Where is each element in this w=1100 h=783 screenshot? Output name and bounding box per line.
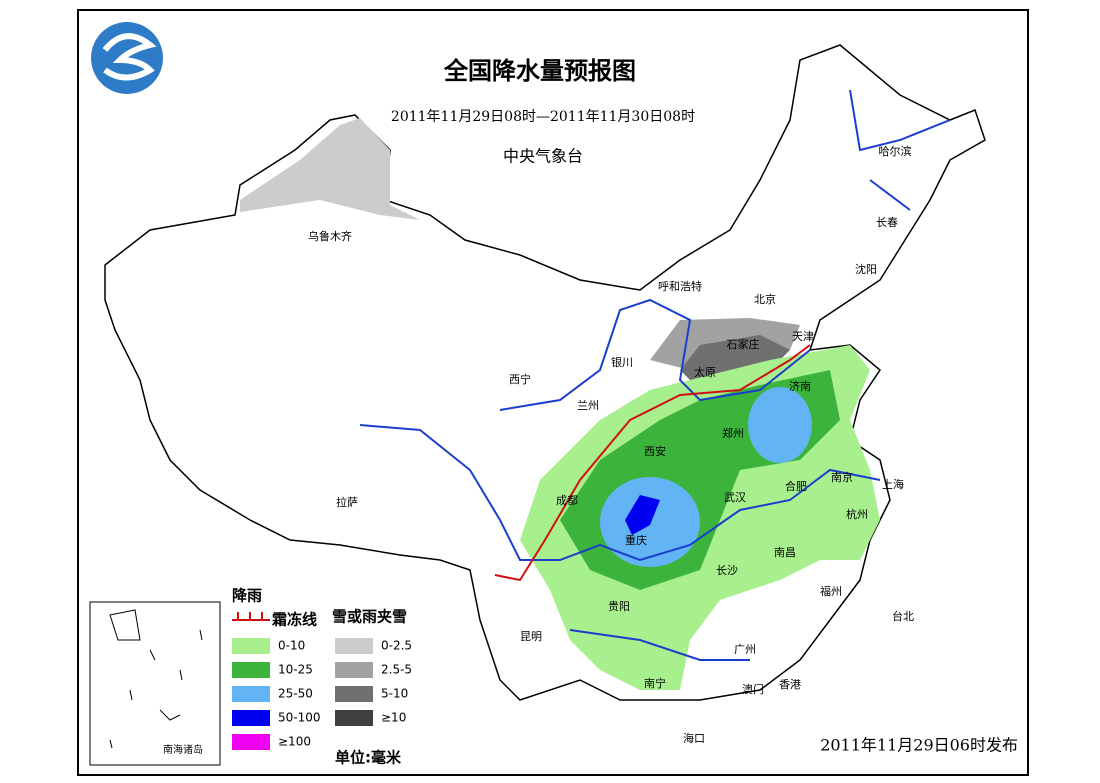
city-label: 成都 xyxy=(556,494,578,507)
legend-label: ≥100 xyxy=(278,735,311,749)
city-label: 广州 xyxy=(734,643,756,656)
city-label: 兰州 xyxy=(577,399,599,412)
legend-swatch xyxy=(335,710,373,726)
city-label: 西宁 xyxy=(509,372,531,386)
city-label: 香港 xyxy=(779,678,801,691)
city-label: 拉萨 xyxy=(336,495,358,509)
legend-rain-title: 降雨 xyxy=(232,587,262,605)
rain-area xyxy=(748,387,812,463)
legend-frost-line: 霜冻线 xyxy=(271,611,317,629)
city-label: 杭州 xyxy=(846,507,868,521)
city-label: 澳门 xyxy=(742,682,764,696)
city-label: 济南 xyxy=(789,379,811,393)
legend-label: 0-2.5 xyxy=(381,639,412,653)
city-label: 上海 xyxy=(882,477,904,491)
legend-swatch xyxy=(232,662,270,678)
issue-time: 2011年11月29日06时发布 xyxy=(820,736,1018,755)
city-label: 南昌 xyxy=(774,546,796,559)
city-label: 哈尔滨 xyxy=(879,144,912,158)
city-label: 长沙 xyxy=(716,564,738,577)
legend-label: 10-25 xyxy=(278,663,313,677)
city-label: 南宁 xyxy=(644,676,666,690)
snow-area xyxy=(240,118,420,220)
city-label: 南京 xyxy=(831,470,853,484)
issuer: 中央气象台 xyxy=(503,147,583,166)
legend-label: 25-50 xyxy=(278,687,313,701)
city-label: 合肥 xyxy=(785,479,807,493)
logo xyxy=(91,22,163,94)
city-label: 郑州 xyxy=(722,426,744,440)
rain-area xyxy=(625,495,660,535)
inset-label: 南海诸岛 xyxy=(163,743,203,756)
city-label: 重庆 xyxy=(625,533,647,547)
legend: 0-10 10-25 25-50 50-100 ≥100 0-2.5 2.5-5 5-10 ≥1… xyxy=(232,638,412,750)
city-label: 呼和浩特 xyxy=(658,279,702,293)
legend-unit: 单位:毫米 xyxy=(335,749,402,767)
city-label: 沈阳 xyxy=(855,262,877,276)
legend-label: 5-10 xyxy=(381,687,408,701)
legend-frost-symbol xyxy=(232,612,270,621)
city-label: 长春 xyxy=(876,216,898,229)
city-label: 乌鲁木齐 xyxy=(308,229,352,243)
inset-box xyxy=(89,601,221,766)
map-title: 全国降水量预报图 xyxy=(443,57,636,85)
city-label: 天津 xyxy=(792,330,814,343)
rivers xyxy=(359,89,951,661)
city-label: 贵阳 xyxy=(608,600,630,613)
city-label: 福州 xyxy=(820,584,842,598)
legend-label: ≥10 xyxy=(381,711,406,725)
frost-line xyxy=(494,344,811,582)
legend-label: 50-100 xyxy=(278,711,321,725)
legend-snow-title: 雪或雨夹雪 xyxy=(332,608,407,626)
legend-swatch xyxy=(232,686,270,702)
legend-swatch xyxy=(335,686,373,702)
inset-islands xyxy=(109,609,203,749)
period: 2011年11月29日08时—2011年11月30日08时 xyxy=(391,109,695,125)
legend-swatch xyxy=(232,734,270,750)
city-label: 北京 xyxy=(754,292,776,306)
legend-swatch xyxy=(232,710,270,726)
city-label: 太原 xyxy=(694,366,716,379)
city-label: 西安 xyxy=(644,444,666,458)
city-label: 台北 xyxy=(892,609,914,623)
city-label: 石家庄 xyxy=(727,337,760,351)
legend-swatch xyxy=(232,638,270,654)
city-label: 武汉 xyxy=(724,491,746,504)
city-label: 昆明 xyxy=(520,630,542,643)
legend-label: 2.5-5 xyxy=(381,663,412,677)
city-label: 银川 xyxy=(611,355,633,369)
legend-swatch xyxy=(335,662,373,678)
city-label: 海口 xyxy=(683,731,705,745)
legend-label: 0-10 xyxy=(278,639,305,653)
legend-swatch xyxy=(335,638,373,654)
